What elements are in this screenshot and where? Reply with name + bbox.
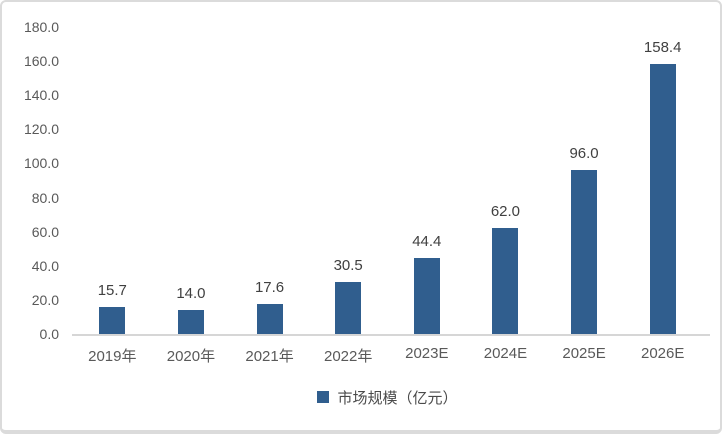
legend: 市场规模（亿元） <box>73 387 702 407</box>
x-axis-tick-label: 2024E <box>483 345 528 362</box>
bar-value-label: 14.0 <box>176 285 206 303</box>
y-tick-label: 20.0 <box>31 291 59 308</box>
x-axis-labels: 2019年 2020年 2021年 2022年 2023E 2024E 2025E 2026E <box>73 345 702 366</box>
y-tick-label: 40.0 <box>31 257 59 274</box>
bar-value-label: 17.6 <box>254 278 285 296</box>
bar <box>335 281 362 334</box>
x-axis-tick-label: 2022年 <box>324 348 373 365</box>
y-tick-label: 160.0 <box>23 53 59 70</box>
x-axis-tick-label: 2023E <box>405 345 449 362</box>
x-axis-tick-label: 2019年 <box>88 348 137 365</box>
bar-group: 14.0 <box>152 2 231 334</box>
bar <box>256 303 283 334</box>
bar-group: 15.7 <box>73 2 152 334</box>
bar <box>99 307 126 334</box>
bar-group: 30.5 <box>309 2 388 334</box>
y-tick-label: 80.0 <box>31 189 59 206</box>
y-tick-label: 100.0 <box>23 155 59 172</box>
bars-area: 15.7 14.0 17.6 30.5 44.4 62.0 96.0 158.4 <box>73 2 702 334</box>
x-axis-tick-label: 2026E <box>641 345 685 362</box>
y-tick-label: 0.0 <box>39 326 59 342</box>
bar <box>492 228 519 334</box>
bar <box>177 310 204 334</box>
bar <box>649 63 676 334</box>
y-tick-label: 180.0 <box>23 19 59 35</box>
bar-group: 17.6 <box>230 2 309 334</box>
bar-value-label: 44.4 <box>412 233 442 251</box>
bar-group: 44.4 <box>388 2 467 334</box>
bar-value-label: 62.0 <box>490 203 521 221</box>
bar-value-label: 158.4 <box>643 38 682 56</box>
x-axis-tick-label: 2021年 <box>245 348 294 365</box>
y-tick-label: 60.0 <box>31 223 59 240</box>
bar-group: 96.0 <box>545 2 624 334</box>
bar-group: 62.0 <box>466 2 545 334</box>
bar-value-label: 15.7 <box>97 282 127 300</box>
bar <box>571 170 598 334</box>
x-axis-tick-label: 2025E <box>562 345 606 362</box>
y-tick-label: 140.0 <box>23 87 59 104</box>
bar-group: 158.4 <box>623 2 702 334</box>
bar-value-label: 96.0 <box>569 145 599 163</box>
legend-marker <box>317 391 330 403</box>
x-axis-line <box>72 334 710 336</box>
bar-value-label: 30.5 <box>333 256 363 274</box>
y-tick-label: 120.0 <box>23 121 59 138</box>
bar <box>413 258 440 334</box>
legend-label: 市场规模（亿元） <box>337 389 458 407</box>
x-axis-tick-label: 2020年 <box>166 348 216 365</box>
